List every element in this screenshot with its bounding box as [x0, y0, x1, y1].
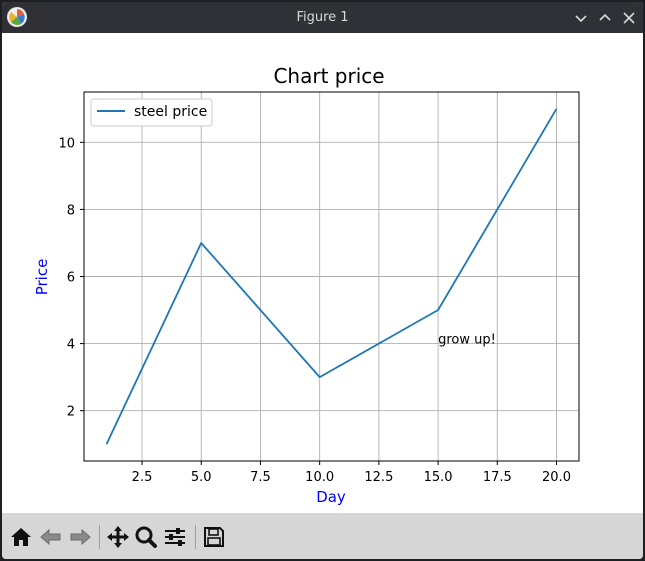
toolbar-separator [99, 525, 100, 549]
chart-title: Chart price [273, 64, 384, 88]
x-tick-label: 15.0 [424, 470, 453, 485]
x-tick-label: 5.0 [191, 470, 212, 485]
window-title: Figure 1 [296, 10, 349, 25]
x-tick-label: 10.0 [305, 470, 334, 485]
configure-subplots-icon[interactable] [162, 525, 188, 549]
x-tick-label: 17.5 [483, 470, 512, 485]
x-tick-label: 20.0 [542, 470, 571, 485]
back-icon[interactable] [38, 525, 64, 549]
y-tick-label: 10 [58, 136, 75, 151]
ticks: 2.5 5.0 7.5 10.0 12.5 15.0 17.5 20.0 2 4 6 8 10 [58, 136, 571, 485]
app-icon [7, 7, 27, 27]
title-bar[interactable]: Figure 1 [2, 2, 643, 33]
x-tick-label: 12.5 [364, 470, 393, 485]
figure-canvas[interactable]: Chart price 2.5 5.0 7.5 10.0 12.5 15.0 17.5 20.… [2, 33, 643, 513]
legend-label: steel price [134, 104, 207, 120]
zoom-icon[interactable] [133, 525, 159, 549]
y-tick-label: 6 [67, 271, 75, 286]
navigation-toolbar [2, 513, 643, 559]
legend: steel price [90, 98, 213, 127]
x-tick-label: 2.5 [132, 470, 153, 485]
grid [84, 92, 579, 461]
y-tick-label: 4 [67, 338, 75, 353]
y-axis-label: Price [33, 259, 51, 296]
toolbar-separator [195, 525, 196, 549]
series-layer [105, 108, 558, 445]
home-icon[interactable] [8, 525, 34, 549]
y-tick-label: 8 [67, 203, 75, 218]
minimize-icon[interactable] [571, 8, 591, 28]
pan-icon[interactable] [105, 525, 131, 549]
maximize-icon[interactable] [595, 8, 615, 28]
line-chart: Chart price 2.5 5.0 7.5 10.0 12.5 15.0 17.5 20.… [33, 64, 580, 506]
y-tick-label: 2 [67, 405, 75, 420]
x-axis-label: Day [316, 488, 346, 506]
save-icon[interactable] [201, 525, 227, 549]
forward-icon[interactable] [67, 525, 93, 549]
annotation-text: grow up! [438, 333, 496, 348]
annotations: grow up! [438, 333, 496, 348]
close-icon[interactable] [619, 8, 639, 28]
x-tick-label: 7.5 [250, 470, 271, 485]
